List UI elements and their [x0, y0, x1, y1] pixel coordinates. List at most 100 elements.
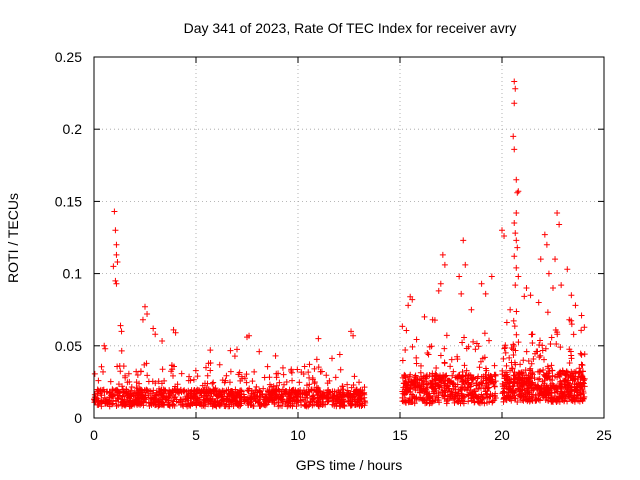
data-point — [523, 396, 530, 403]
data-point — [466, 389, 473, 396]
data-point — [476, 364, 483, 371]
data-point — [542, 389, 549, 396]
data-point — [515, 339, 522, 346]
data-point — [243, 379, 250, 386]
data-point — [449, 372, 456, 379]
data-point — [344, 393, 351, 400]
data-point — [266, 386, 273, 393]
data-point — [406, 373, 413, 380]
data-point — [190, 376, 197, 383]
data-point — [468, 381, 475, 388]
data-point — [577, 384, 584, 391]
data-point — [171, 402, 178, 409]
data-point — [529, 339, 536, 346]
data-point — [436, 383, 443, 390]
data-point — [186, 373, 193, 380]
data-point — [568, 352, 575, 359]
data-point — [309, 393, 316, 400]
data-point — [536, 354, 543, 361]
data-point — [528, 394, 535, 401]
data-point — [248, 401, 255, 408]
data-point — [504, 373, 511, 380]
data-point — [513, 308, 520, 315]
data-point — [514, 244, 521, 251]
data-point — [556, 221, 563, 228]
data-point — [514, 398, 521, 405]
data-point — [421, 385, 428, 392]
data-point — [501, 233, 508, 240]
data-point — [399, 357, 406, 364]
data-point — [511, 389, 518, 396]
data-point — [255, 399, 262, 406]
data-point — [210, 386, 217, 393]
grid-lines — [94, 57, 604, 418]
data-point — [333, 403, 340, 410]
data-point — [321, 393, 328, 400]
data-point — [542, 345, 549, 352]
data-point — [511, 146, 518, 153]
data-point — [126, 403, 133, 410]
data-point — [253, 383, 260, 390]
data-point — [101, 394, 108, 401]
data-point — [94, 401, 101, 408]
data-point — [289, 377, 296, 384]
data-point — [472, 346, 479, 353]
data-point — [486, 337, 493, 344]
data-point — [246, 385, 253, 392]
data-point — [257, 388, 264, 395]
data-point — [408, 398, 415, 405]
data-point — [260, 400, 267, 407]
data-point — [141, 395, 148, 402]
data-point — [162, 395, 169, 402]
data-point — [435, 287, 442, 294]
data-point — [510, 133, 517, 140]
data-point — [530, 356, 537, 363]
data-point — [502, 342, 509, 349]
data-point — [529, 379, 536, 386]
data-point — [283, 379, 290, 386]
data-point — [478, 399, 485, 406]
data-point — [281, 381, 288, 388]
data-points — [91, 78, 588, 410]
data-point — [543, 241, 550, 248]
data-point — [117, 368, 124, 375]
data-point — [399, 394, 406, 401]
data-point — [213, 403, 220, 410]
data-point — [423, 381, 430, 388]
data-point — [201, 393, 208, 400]
data-point — [437, 352, 444, 359]
data-point — [527, 384, 534, 391]
data-point — [578, 312, 585, 319]
data-point — [455, 390, 462, 397]
data-point — [204, 372, 211, 379]
data-point — [577, 350, 584, 357]
data-point — [311, 365, 318, 372]
data-point — [542, 396, 549, 403]
data-point — [177, 396, 184, 403]
data-point — [122, 372, 129, 379]
y-tick-label: 0 — [74, 410, 82, 426]
data-point — [232, 386, 239, 393]
data-point — [455, 399, 462, 406]
data-point — [116, 392, 123, 399]
data-point — [103, 388, 110, 395]
data-point — [523, 285, 530, 292]
data-point — [425, 392, 432, 399]
data-point — [111, 208, 118, 215]
data-point — [543, 384, 550, 391]
data-point — [273, 393, 280, 400]
data-point — [123, 399, 130, 406]
y-tick-label: 0.15 — [55, 193, 82, 209]
data-point — [501, 385, 508, 392]
data-point — [234, 389, 241, 396]
data-point — [513, 209, 520, 216]
data-point — [340, 402, 347, 409]
data-point — [480, 377, 487, 384]
data-point — [564, 266, 571, 273]
data-point — [528, 370, 535, 377]
data-point — [361, 384, 368, 391]
data-point — [531, 374, 538, 381]
data-point — [519, 377, 526, 384]
data-point — [110, 263, 117, 270]
data-point — [500, 396, 507, 403]
